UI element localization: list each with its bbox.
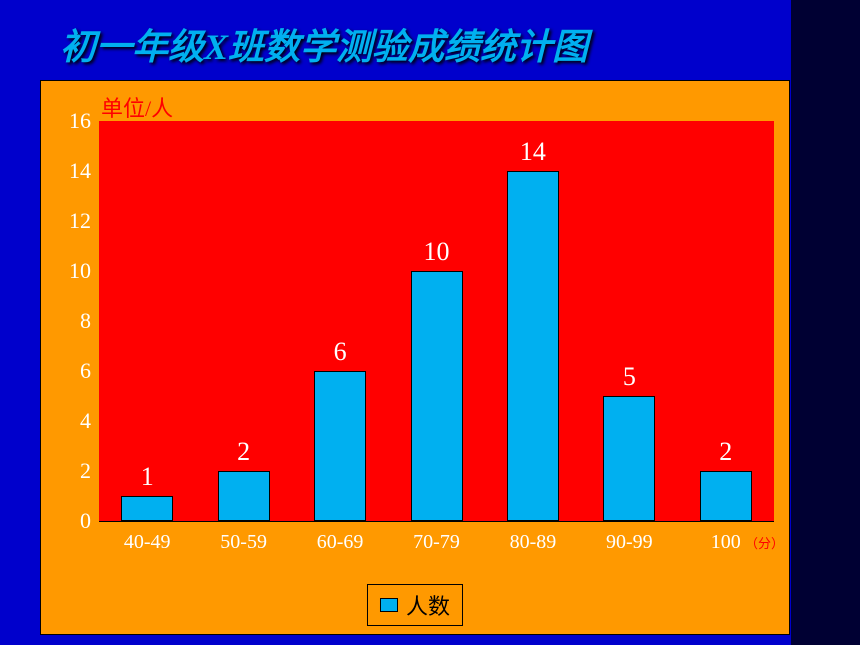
x-tick: 40-49 <box>124 531 171 554</box>
x-tick: 90-99 <box>606 531 653 554</box>
gridline <box>99 521 774 522</box>
bar-value-label: 1 <box>141 462 154 492</box>
x-tick: 70-79 <box>413 531 460 554</box>
y-axis-label: 单位/人 <box>101 91 173 123</box>
y-tick: 2 <box>41 458 91 484</box>
bar <box>700 471 752 521</box>
bar-value-label: 14 <box>520 137 546 167</box>
y-tick: 8 <box>41 308 91 334</box>
bar-value-label: 10 <box>424 237 450 267</box>
bar-value-label: 5 <box>623 362 636 392</box>
x-tick: 100 <box>711 531 741 554</box>
bar <box>603 396 655 521</box>
bar <box>121 496 173 521</box>
y-tick: 14 <box>41 158 91 184</box>
y-tick: 12 <box>41 208 91 234</box>
legend-label: 人数 <box>406 589 450 621</box>
x-tick: 80-89 <box>510 531 557 554</box>
x-axis-unit: （分） <box>745 533 784 552</box>
bar <box>411 271 463 521</box>
x-tick: 50-59 <box>220 531 267 554</box>
y-tick: 0 <box>41 508 91 534</box>
bar-value-label: 2 <box>237 437 250 467</box>
bar-value-label: 6 <box>334 337 347 367</box>
bar <box>314 371 366 521</box>
bar-value-label: 2 <box>719 437 732 467</box>
legend: 人数 <box>367 584 463 626</box>
chart-title: 初一年级X班数学测验成绩统计图 <box>0 0 860 70</box>
legend-swatch <box>380 598 398 612</box>
y-tick: 16 <box>41 108 91 134</box>
bar <box>507 171 559 521</box>
y-tick: 10 <box>41 258 91 284</box>
y-tick: 4 <box>41 408 91 434</box>
chart-container: 单位/人 0246810121416 126101452 40-4950-596… <box>40 80 790 635</box>
x-tick: 60-69 <box>317 531 364 554</box>
y-tick: 6 <box>41 358 91 384</box>
plot-area: 1 2 6 10 14 5 2 <box>99 121 774 521</box>
bar <box>218 471 270 521</box>
